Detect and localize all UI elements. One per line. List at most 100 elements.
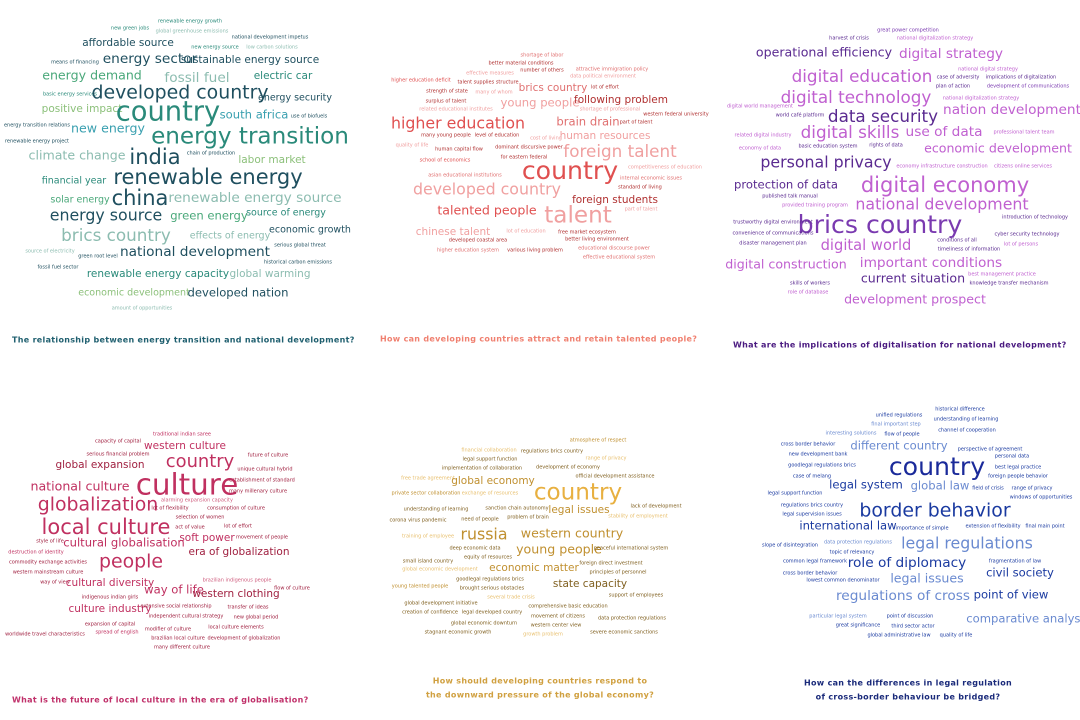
word: effective measures	[466, 71, 514, 77]
word: western culture	[144, 440, 226, 452]
word: renewable energy project	[5, 139, 69, 145]
word: number of others	[520, 68, 564, 74]
word: legal regulations	[901, 534, 1033, 553]
word: implications of digitalization	[986, 75, 1056, 81]
word: talent supplies structure	[457, 80, 518, 86]
word: unique cultural hybrid	[237, 467, 292, 473]
word: plan of action	[936, 84, 970, 90]
word: historical difference	[935, 407, 985, 413]
word: timeliness of information	[938, 247, 1000, 253]
word: part of talent	[625, 207, 658, 213]
word: topic of relevancy	[830, 550, 875, 556]
word: south africa	[220, 108, 289, 122]
word: historical carbon emissions	[264, 260, 332, 266]
word: effective educational system	[583, 255, 655, 261]
word: development of communications	[987, 84, 1070, 90]
word: common legal framework	[783, 559, 847, 565]
word: national development impetus	[232, 35, 309, 41]
word: role of diplomacy	[848, 555, 967, 571]
word: global economic development	[402, 567, 478, 573]
word: personal data	[995, 454, 1029, 460]
word: several trade crisis	[487, 595, 535, 601]
word: educational discourse power	[578, 246, 651, 252]
word: culture industry	[68, 603, 151, 615]
word: internal economic issues	[620, 176, 682, 182]
word: brazilian local culture	[151, 636, 205, 642]
word: basic energy services	[43, 92, 97, 98]
word: movement of people	[236, 535, 288, 541]
word: surplus of talent	[426, 99, 467, 105]
word: movement of citizens	[531, 614, 585, 620]
word: national culture	[30, 479, 129, 494]
word: western center view	[531, 623, 582, 629]
word: shortage of professional	[580, 107, 640, 113]
word: data security	[828, 106, 938, 126]
caption: How can the differences in legal regulat…	[804, 679, 1012, 688]
word: professional talent team	[993, 130, 1054, 136]
word: understanding of learning	[934, 417, 999, 423]
word: many millenary culture	[229, 489, 287, 495]
word: energy source	[50, 206, 163, 225]
word: chain of production	[187, 151, 235, 157]
word: convenience of communications	[733, 231, 814, 237]
word: means of financing	[51, 60, 99, 66]
word: young talented people	[392, 584, 449, 590]
word: digital skills	[801, 122, 900, 142]
word: country	[522, 156, 618, 185]
word: civil society	[986, 566, 1054, 580]
word: conditions of all	[937, 238, 977, 244]
word: way of view	[40, 580, 70, 586]
word: sanction chain autonomy	[485, 506, 548, 512]
word: asian educational institutions	[428, 173, 502, 179]
word: better material conditions	[488, 61, 553, 67]
word: legal issues	[548, 504, 609, 516]
word: global development initiative	[404, 601, 477, 607]
word: goodlegal regulations brics	[788, 463, 856, 469]
word: low carbon solutions	[246, 45, 298, 51]
word: national digital strategy	[958, 67, 1018, 73]
word: shortage of labor	[521, 53, 565, 59]
word: cyber security technology	[995, 232, 1060, 238]
word: consumption of culture	[207, 506, 265, 512]
word: solar energy	[50, 195, 110, 206]
word: style of life	[36, 539, 64, 545]
caption: The relationship between energy transiti…	[12, 336, 355, 345]
word: commodity exchange activities	[9, 560, 87, 566]
word: provided training program	[782, 203, 848, 209]
word: talented people	[437, 203, 537, 218]
word: legal system	[829, 478, 903, 492]
word: legal issues	[890, 571, 963, 586]
caption: What are the implications of digitalisat…	[733, 341, 1067, 350]
word: brics country	[61, 225, 171, 245]
word: developed coastal area	[449, 238, 507, 244]
caption: How can developing countries attract and…	[380, 335, 697, 344]
word: trustworthy digital environment	[733, 220, 813, 226]
word: renewable energy capacity	[87, 268, 229, 280]
word: range of privacy	[1012, 486, 1053, 492]
word: windows of opportunities	[1010, 495, 1073, 501]
word: harvest of crisis	[829, 36, 869, 42]
word: energy sector	[103, 51, 198, 67]
word: unified regulations	[876, 413, 923, 419]
word: energy demand	[42, 68, 142, 83]
word: human capital flow	[435, 147, 483, 153]
word: level of education	[475, 133, 520, 139]
word: globalization	[38, 494, 159, 516]
word: best legal practice	[995, 465, 1041, 471]
word: channel of cooperation	[938, 428, 996, 434]
caption: How should developing countries respond …	[433, 677, 648, 686]
word: young people	[501, 96, 580, 110]
word: best management practice	[968, 272, 1036, 278]
word: regulations brics country	[521, 449, 583, 455]
word: energy transition	[151, 124, 349, 150]
word: new green jobs	[111, 26, 150, 32]
word: world café platform	[776, 112, 825, 119]
word: part of talent	[620, 120, 653, 126]
word: country	[116, 97, 220, 128]
word: china	[112, 186, 169, 210]
word: basic education system	[798, 144, 857, 150]
word: amount of opportunities	[112, 306, 173, 312]
caption: What is the future of local culture in t…	[12, 696, 309, 705]
word: rights of data	[869, 143, 903, 149]
